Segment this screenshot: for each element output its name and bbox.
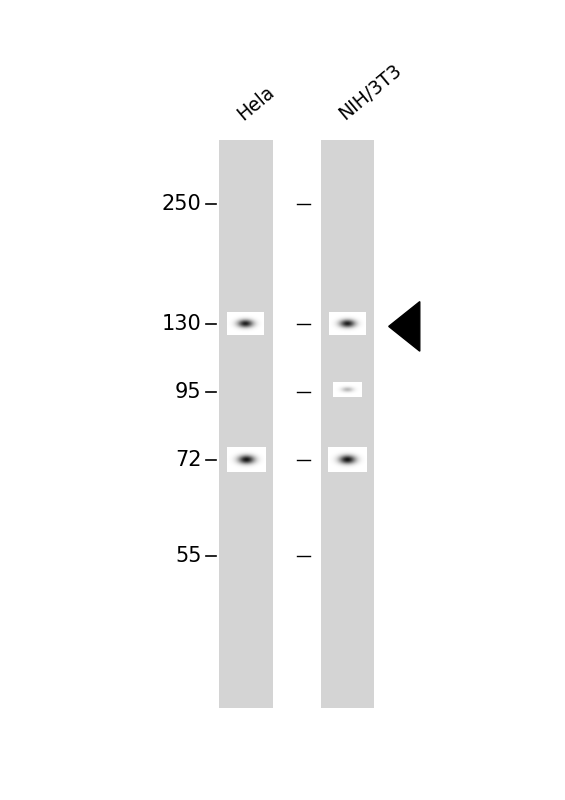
Text: NIH/3T3: NIH/3T3 [335, 61, 405, 124]
Bar [219, 140, 273, 708]
Text: 95: 95 [175, 382, 201, 402]
Text: Hela: Hela [233, 82, 278, 124]
Bar [321, 140, 374, 708]
Text: 55: 55 [175, 546, 201, 566]
Text: 250: 250 [162, 194, 201, 214]
Polygon shape [389, 302, 420, 351]
Text: 72: 72 [175, 450, 201, 470]
Text: 130: 130 [162, 314, 201, 334]
